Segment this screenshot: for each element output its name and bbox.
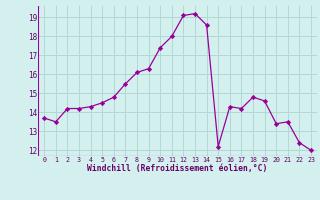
X-axis label: Windchill (Refroidissement éolien,°C): Windchill (Refroidissement éolien,°C) [87, 164, 268, 174]
